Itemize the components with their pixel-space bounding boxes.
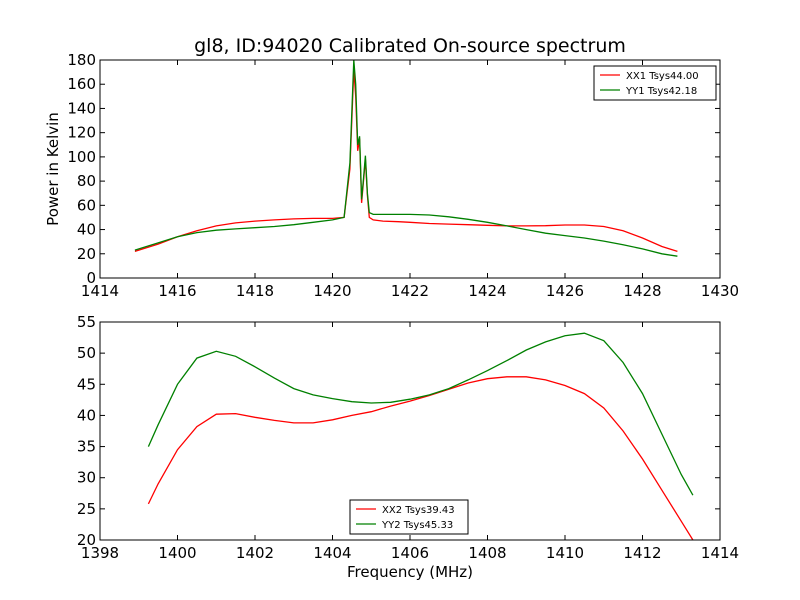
x-tick-label: 1398 xyxy=(81,544,119,562)
x-axis-label: Frequency (MHz) xyxy=(347,563,473,581)
y-tick-label: 60 xyxy=(77,196,96,214)
figure-title: gl8, ID:94020 Calibrated On-source spect… xyxy=(194,35,626,57)
x-tick-label: 1424 xyxy=(468,282,506,300)
legend: XX2 Tsys39.43 YY2 Tsys45.33 xyxy=(349,499,469,535)
x-tick-label: 1402 xyxy=(236,544,274,562)
y-tick-label: 35 xyxy=(77,438,96,456)
y-tick-label: 55 xyxy=(77,313,96,331)
y-tick-label: 30 xyxy=(77,469,96,487)
legend: XX1 Tsys44.00 YY1 Tsys42.18 xyxy=(593,65,717,101)
x-tick-label: 1422 xyxy=(391,282,429,300)
y-tick-label: 20 xyxy=(77,245,96,263)
legend-label-2: YY2 Tsys45.33 xyxy=(381,520,453,531)
x-tick-label: 1420 xyxy=(313,282,351,300)
y-tick-label: 0 xyxy=(86,269,96,287)
y-axis-label: Power in Kelvin xyxy=(44,112,62,226)
legend-box xyxy=(349,499,469,535)
y-tick-label: 20 xyxy=(77,531,96,549)
y-tick-label: 160 xyxy=(67,75,96,93)
y-tick-label: 120 xyxy=(67,124,96,142)
y-tick-label: 100 xyxy=(67,148,96,166)
legend-label-1: XX1 Tsys44.00 xyxy=(626,71,699,82)
x-tick-label: 1408 xyxy=(468,544,506,562)
top-panel: 1414 1416 1418 1420 1422 1424 1426 1428 1430 0 20 4… xyxy=(44,51,739,300)
bottom-panel: 1398 1400 1402 1404 1406 1408 1410 1412 1414 20 25… xyxy=(77,313,739,581)
x-tick-label: 1410 xyxy=(546,544,584,562)
y-tick-label: 50 xyxy=(77,344,96,362)
y-tick-label: 25 xyxy=(77,500,96,518)
y-tick-label: 180 xyxy=(67,51,96,69)
y-tick-label: 140 xyxy=(67,99,96,117)
legend-box xyxy=(593,65,717,101)
series-line-2 xyxy=(134,60,678,257)
x-tick-label: 1404 xyxy=(313,544,351,562)
x-tick-label: 1414 xyxy=(81,282,119,300)
series-line-2 xyxy=(147,332,694,496)
x-tick-label: 1406 xyxy=(391,544,429,562)
x-tick-label: 1414 xyxy=(701,544,739,562)
legend-label-2: YY1 Tsys42.18 xyxy=(625,86,697,97)
x-tick-label: 1426 xyxy=(546,282,584,300)
x-tick-label: 1430 xyxy=(701,282,739,300)
x-tick-label: 1416 xyxy=(158,282,196,300)
y-tick-label: 80 xyxy=(77,172,96,190)
legend-label-1: XX2 Tsys39.43 xyxy=(382,505,455,516)
x-tick-label: 1428 xyxy=(623,282,661,300)
y-tick-label: 40 xyxy=(77,221,96,239)
x-tick-label: 1412 xyxy=(623,544,661,562)
y-tick-label: 40 xyxy=(77,406,96,424)
x-tick-label: 1418 xyxy=(236,282,274,300)
series-line-1 xyxy=(147,376,694,540)
x-tick-label: 1400 xyxy=(158,544,196,562)
y-tick-label: 45 xyxy=(77,375,96,393)
